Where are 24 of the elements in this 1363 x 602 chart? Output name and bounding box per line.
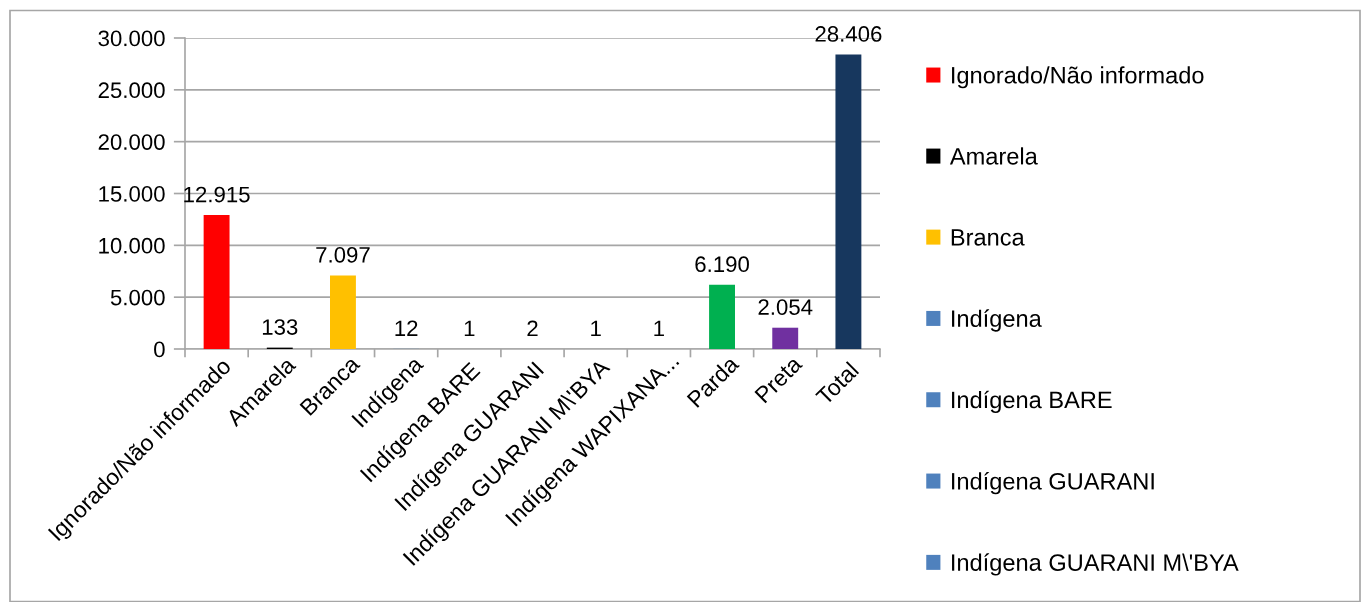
data-label: 133: [262, 319, 298, 335]
data-label: 12.915: [184, 186, 250, 203]
legend-label: Indígena: [952, 309, 1042, 332]
legend-label: Branca: [951, 229, 1025, 246]
y-tick-label: 30.000: [98, 30, 165, 47]
data-label: 1: [654, 320, 664, 337]
data-label: 2.054: [758, 299, 813, 315]
data-label: 1: [464, 320, 475, 337]
y-tick-label: 0: [154, 341, 165, 358]
y-tick-label: 10.000: [99, 237, 165, 254]
legend-label: Ignorado/Não informado: [952, 66, 1204, 89]
y-tick-label: 20.000: [98, 134, 165, 150]
data-label: 6.190: [695, 256, 749, 273]
y-tick-label: 5.000: [110, 289, 165, 306]
data-label: 7.097: [316, 246, 370, 263]
legend-label: Indígena GUARANI M\'BYA: [952, 553, 1239, 576]
legend-label: Indígena GUARANI: [952, 471, 1154, 495]
data-label: 28.406: [815, 26, 882, 42]
y-tick-label: 25.000: [98, 82, 165, 99]
data-label: 12: [395, 320, 418, 336]
y-tick-label: 15.000: [99, 186, 165, 202]
data-label: 2: [527, 320, 538, 337]
data-label: 1: [591, 320, 601, 337]
legend-label: Amarela: [949, 147, 1038, 165]
